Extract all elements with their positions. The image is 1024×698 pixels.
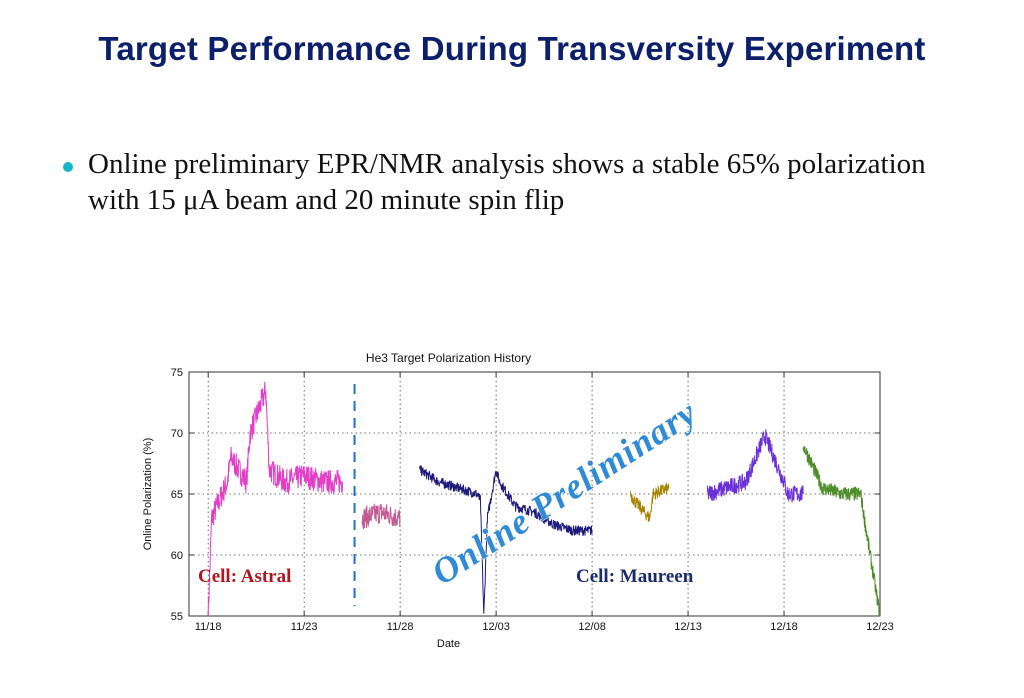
y-tick-label: 55 bbox=[171, 611, 183, 623]
polarization-chart: He3 Target Polarization History 55 60 65 70 7… bbox=[0, 340, 1024, 698]
series-line-6 bbox=[802, 446, 880, 616]
series-line-4 bbox=[630, 482, 670, 522]
y-tick-label: 75 bbox=[171, 367, 183, 379]
x-tick-label: 12/18 bbox=[770, 621, 798, 633]
annotation-cell-maureen: Cell: Maureen bbox=[576, 566, 694, 587]
x-tick-label: 12/08 bbox=[578, 621, 606, 633]
chart-title: He3 Target Polarization History bbox=[366, 351, 531, 365]
bullet-text: Online preliminary EPR/NMR analysis show… bbox=[88, 148, 926, 216]
y-tick-label: 65 bbox=[171, 489, 183, 501]
x-tick-label: 11/18 bbox=[195, 621, 222, 633]
x-tick-label: 12/23 bbox=[866, 621, 894, 633]
y-tick-label: 60 bbox=[171, 550, 183, 562]
series-line-1 bbox=[207, 381, 344, 616]
x-tick-label: 11/28 bbox=[387, 621, 414, 633]
series-line-2 bbox=[361, 503, 401, 530]
x-tick-label: 12/13 bbox=[674, 621, 702, 633]
bullet-dot-icon bbox=[63, 162, 73, 172]
x-tick-label: 12/03 bbox=[482, 621, 510, 633]
y-tick-label: 70 bbox=[171, 428, 183, 440]
chart-svg: He3 Target Polarization History 55 60 65 70 7… bbox=[142, 351, 894, 650]
slide-title: Target Performance During Transversity E… bbox=[98, 30, 926, 67]
x-axis-label: Date bbox=[437, 638, 460, 650]
y-axis-label: Online Polarization (%) bbox=[142, 438, 154, 551]
x-tick-label: 11/23 bbox=[291, 621, 318, 633]
series-line-3 bbox=[418, 465, 593, 614]
annotation-cell-astral: Cell: Astral bbox=[198, 566, 291, 587]
series-line-5 bbox=[706, 429, 804, 503]
bullet-item: Online preliminary EPR/NMR analysis show… bbox=[60, 146, 960, 218]
